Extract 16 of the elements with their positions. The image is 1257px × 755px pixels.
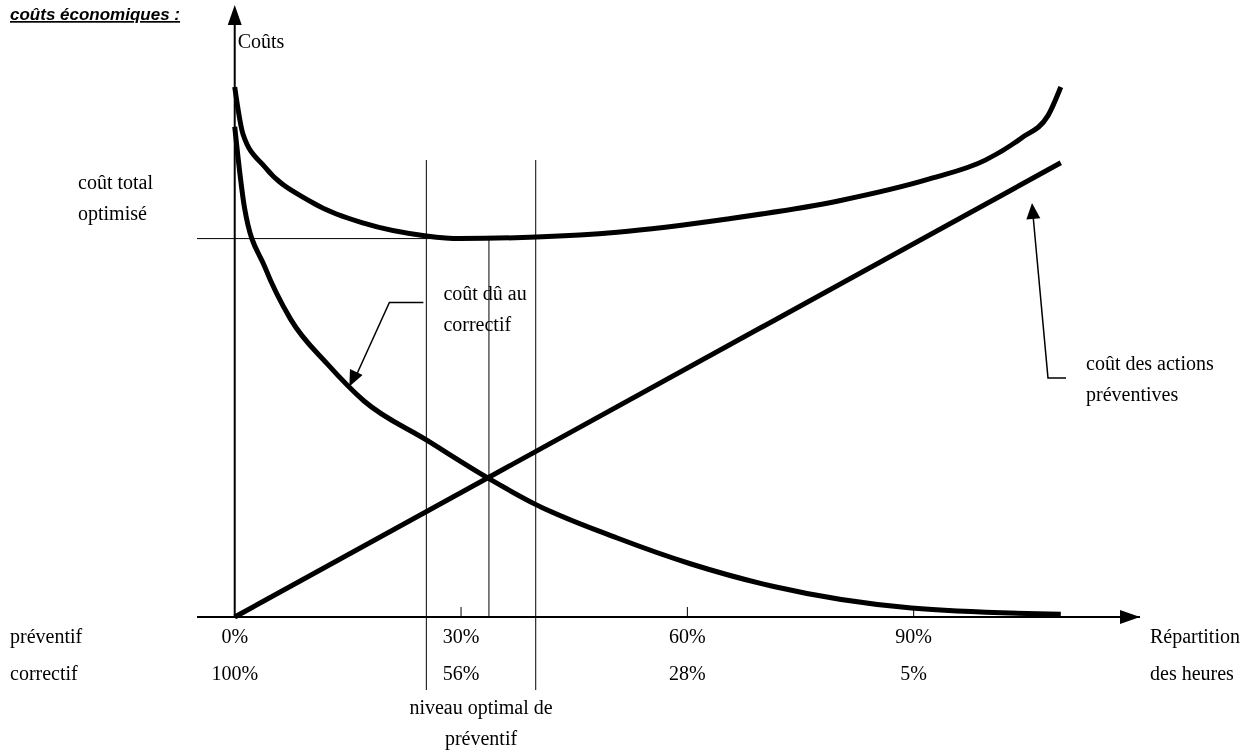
text: 100% bbox=[211, 662, 259, 684]
x-tick-label: 90% bbox=[895, 625, 933, 647]
text: correctif bbox=[10, 662, 79, 684]
text: coût des actions préventives bbox=[1086, 352, 1214, 406]
y-axis-title: Coûts bbox=[237, 30, 285, 52]
x-axis-title: Répartition des heures bbox=[1150, 625, 1240, 684]
text: 56% bbox=[442, 662, 480, 684]
text: 28% bbox=[669, 662, 706, 684]
x-tick-label: 60% bbox=[669, 625, 706, 647]
x-tick-label: 30% bbox=[442, 625, 480, 647]
chart-title: coûts économiques : bbox=[10, 5, 181, 24]
text: 5% bbox=[900, 662, 928, 684]
text: préventif bbox=[10, 625, 83, 648]
x-tick-label: 0% bbox=[221, 625, 249, 647]
ref-line-label: coût total optimisé bbox=[78, 170, 154, 225]
text: niveau optimal de préventif bbox=[409, 696, 553, 750]
